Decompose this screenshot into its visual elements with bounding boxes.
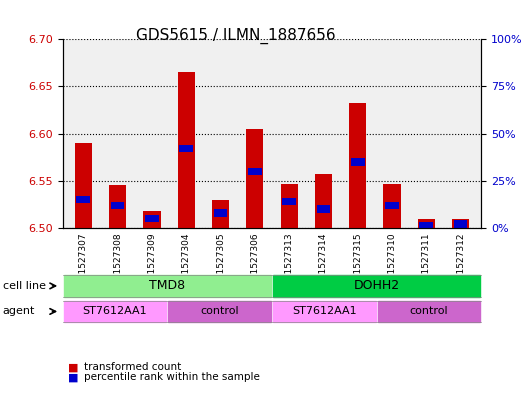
Bar	[179, 145, 193, 152]
Bar	[385, 202, 399, 209]
Bar	[212, 200, 229, 228]
Bar	[351, 158, 365, 166]
Text: control: control	[410, 307, 448, 316]
Bar	[214, 209, 228, 217]
Text: ■: ■	[68, 362, 78, 373]
Text: percentile rank within the sample: percentile rank within the sample	[84, 372, 259, 382]
Bar	[75, 143, 92, 228]
Text: TMD8: TMD8	[149, 279, 186, 292]
Bar	[246, 129, 264, 228]
Bar	[452, 219, 469, 228]
Bar	[419, 222, 433, 230]
Bar	[282, 198, 296, 205]
Bar	[145, 215, 159, 222]
Bar	[315, 174, 332, 228]
Text: DOHH2: DOHH2	[354, 279, 400, 292]
Text: control: control	[200, 307, 239, 316]
Text: ■: ■	[68, 372, 78, 382]
Bar	[349, 103, 366, 228]
Bar	[109, 185, 126, 228]
Bar	[280, 184, 298, 228]
Bar	[418, 219, 435, 228]
Bar	[143, 211, 161, 228]
Bar	[111, 202, 124, 209]
Text: agent: agent	[3, 307, 35, 316]
Text: transformed count: transformed count	[84, 362, 181, 373]
Text: cell line: cell line	[3, 281, 46, 291]
Bar	[76, 196, 90, 204]
Text: GDS5615 / ILMN_1887656: GDS5615 / ILMN_1887656	[135, 28, 335, 44]
Bar	[454, 220, 468, 228]
Text: ST7612AA1: ST7612AA1	[292, 307, 357, 316]
Bar	[178, 72, 195, 228]
Bar	[316, 205, 330, 213]
Bar	[383, 184, 401, 228]
Bar	[248, 167, 262, 175]
Text: ST7612AA1: ST7612AA1	[83, 307, 147, 316]
